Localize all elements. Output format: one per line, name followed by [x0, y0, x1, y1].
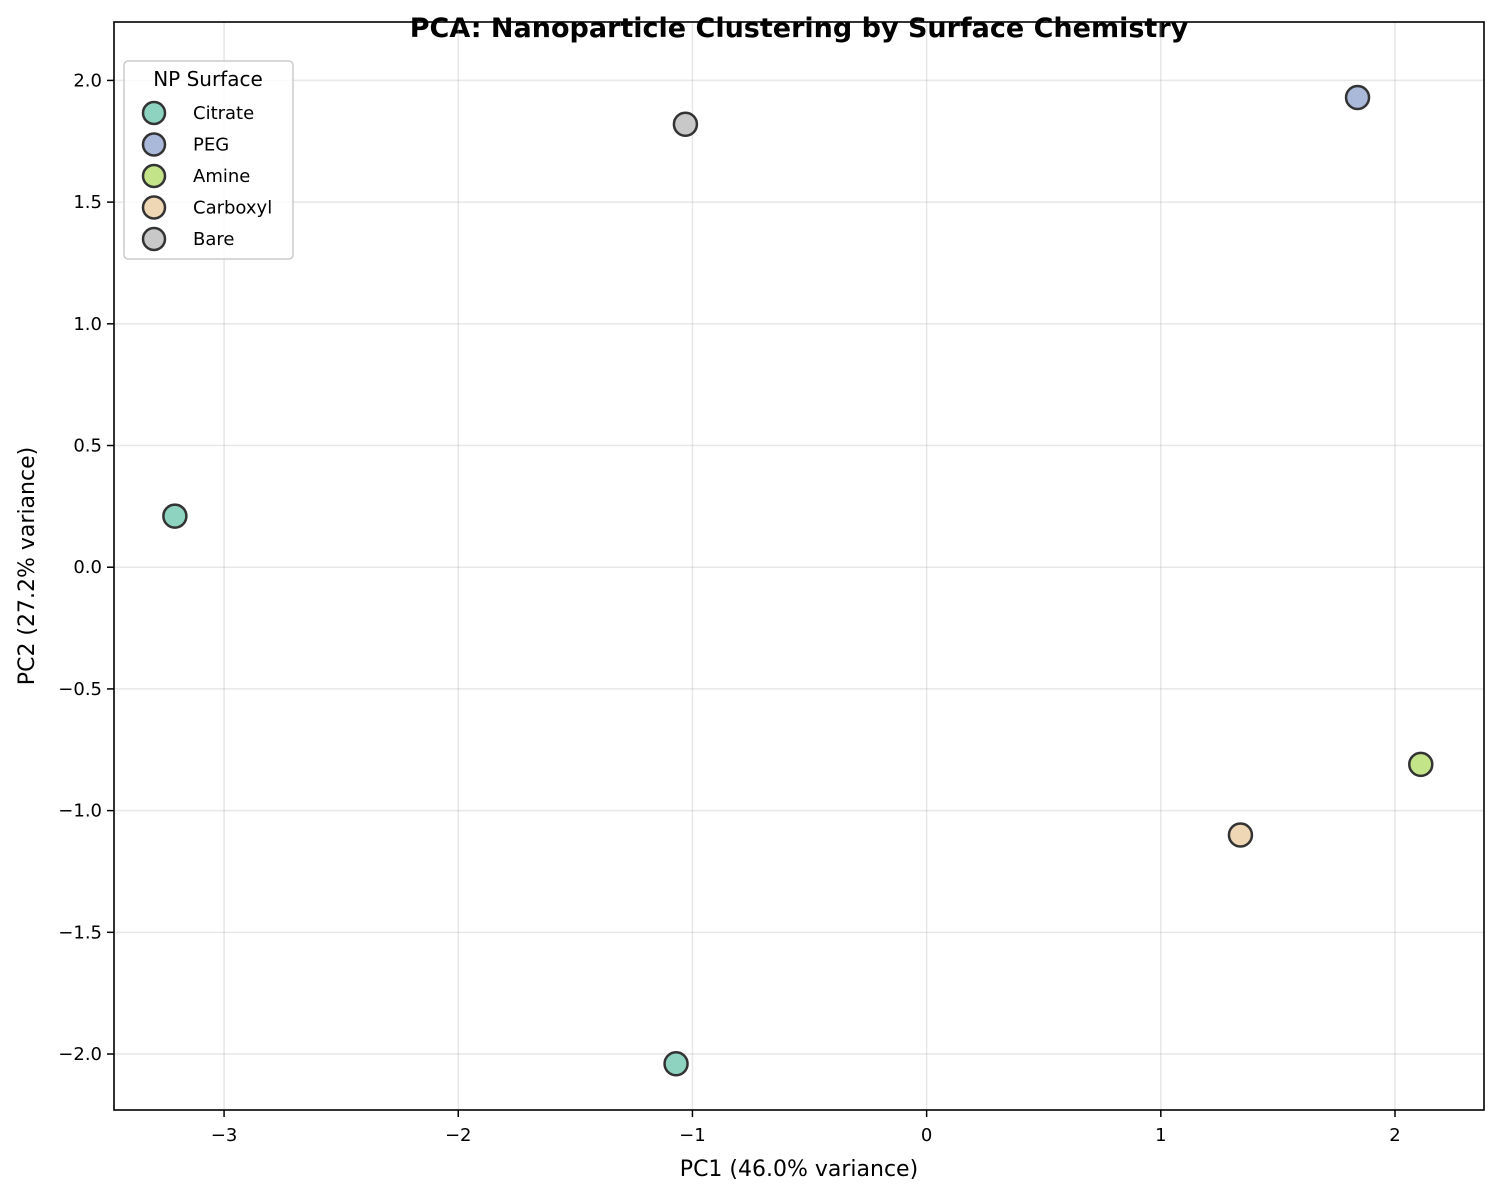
legend-label-amine: Amine	[193, 166, 250, 187]
y-tick-label: −1.0	[58, 801, 102, 822]
x-tick-label: −1	[679, 1125, 706, 1146]
y-tick-label: 0.0	[73, 557, 102, 578]
x-axis-label: PC1 (46.0% variance)	[680, 1157, 918, 1182]
legend-label-peg: PEG	[193, 135, 229, 156]
data-point-amine	[1408, 751, 1434, 778]
grid-lines	[114, 22, 1484, 1110]
x-tick-label: 2	[1389, 1125, 1400, 1146]
y-axis-ticks: −2.0 −1.5 −1.0 −0.5 0.0 0.5 1.0 1.5 2.0	[58, 70, 114, 1065]
y-tick-label: −1.5	[58, 922, 102, 943]
legend-marker-bare	[141, 226, 167, 252]
y-tick-label: 1.5	[73, 192, 102, 213]
legend-marker-citrate	[141, 100, 167, 126]
y-tick-label: −0.5	[58, 679, 102, 700]
data-point-carboxyl	[1227, 822, 1254, 848]
y-tick-label: −2.0	[58, 1044, 102, 1065]
y-axis-label: PC2 (27.2% variance)	[15, 447, 40, 685]
x-axis-ticks: −3 −2 −1 0 1 2	[211, 1110, 1401, 1146]
x-tick-label: −2	[445, 1125, 472, 1146]
data-point-citrate	[663, 1051, 689, 1077]
x-tick-label: 0	[921, 1125, 932, 1146]
y-tick-label: 2.0	[73, 70, 102, 91]
plot-frame	[113, 21, 1485, 1111]
legend-label-carboxyl: Carboxyl	[193, 198, 272, 219]
data-point-citrate	[162, 503, 188, 529]
legend-box	[123, 60, 294, 260]
chart-title: PCA: Nanoparticle Clustering by Surface …	[410, 13, 1189, 44]
y-tick-label: 1.0	[73, 314, 102, 335]
data-point-bare	[672, 111, 699, 137]
legend-label-citrate: Citrate	[193, 103, 254, 124]
legend-marker-peg	[141, 132, 167, 157]
legend-marker-amine	[141, 163, 167, 189]
y-tick-label: 0.5	[73, 436, 102, 457]
legend-label-bare: Bare	[193, 229, 234, 250]
x-tick-label: −3	[211, 1125, 238, 1146]
data-point-peg	[1344, 84, 1371, 111]
x-tick-label: 1	[1155, 1125, 1166, 1146]
data-points	[162, 84, 1434, 1077]
legend: NP Surface Citrate PEG Amine Carboxyl Bare	[123, 60, 294, 260]
legend-title: NP Surface	[153, 67, 263, 91]
legend-marker-carboxyl	[141, 195, 167, 220]
